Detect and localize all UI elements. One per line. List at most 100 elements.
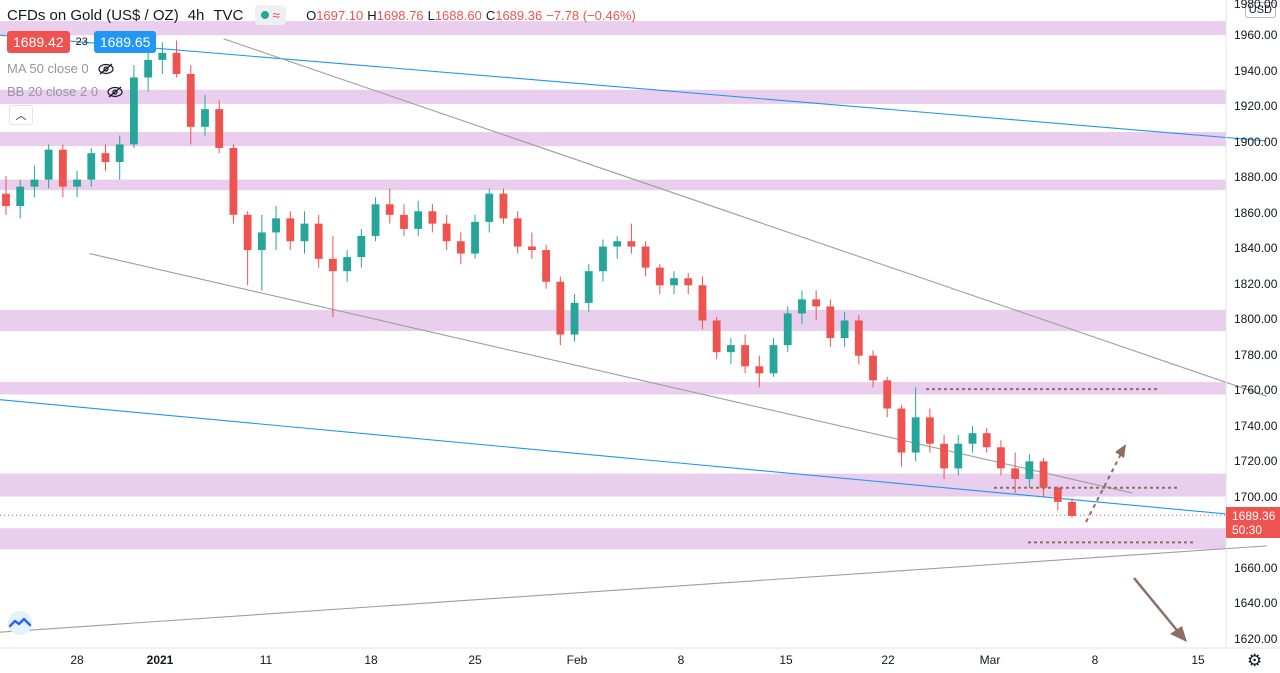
time-tick: 8 — [1091, 653, 1099, 667]
price-tick: 1980.00 — [1234, 0, 1278, 11]
time-tick: 2021 — [146, 653, 174, 667]
candle-body — [726, 345, 735, 353]
indicator-ma[interactable]: MA 50 close 0 — [7, 61, 115, 76]
candle-body — [343, 257, 352, 272]
candle-body — [428, 211, 437, 224]
candle-body — [442, 223, 451, 242]
candle-body — [698, 285, 707, 321]
price-tick: 1700.00 — [1234, 490, 1278, 504]
candle-body — [2, 193, 10, 207]
close-label: C — [485, 7, 496, 23]
open-value: 1697.10 — [316, 7, 364, 23]
trendline — [0, 34, 1267, 142]
candle-body — [44, 149, 53, 180]
low-label: L — [427, 7, 435, 23]
candle-body — [201, 109, 209, 127]
candle-body — [371, 204, 380, 236]
indicator-bb[interactable]: BB 20 close 2 0 — [7, 84, 124, 99]
candle-body — [87, 153, 96, 180]
candle-body — [812, 299, 821, 307]
support-resistance-zones — [0, 21, 1226, 550]
candle-body — [172, 52, 181, 74]
currency-label[interactable]: USD — [1244, 2, 1276, 18]
candle-body — [570, 302, 579, 335]
time-tick: Mar — [979, 653, 1001, 667]
sr-zone — [0, 179, 1226, 191]
time-tick: 22 — [881, 653, 895, 667]
candle-body — [186, 73, 195, 127]
sell-button[interactable]: 1689.42 — [7, 31, 70, 53]
candle-body — [783, 313, 792, 346]
time-tick: 15 — [1191, 653, 1205, 667]
market-status-pill[interactable]: ≈ — [255, 5, 287, 25]
candle-body — [229, 147, 238, 215]
candle-body — [257, 232, 266, 251]
candle-body — [101, 153, 110, 162]
settings-gear-icon[interactable]: ⚙ — [1247, 651, 1263, 670]
eye-hidden-icon[interactable] — [106, 86, 124, 98]
time-tick: 25 — [468, 653, 482, 667]
price-tick: 1960.00 — [1234, 28, 1278, 42]
candle-body — [215, 109, 224, 148]
candle-body — [1053, 487, 1062, 502]
candle-body — [883, 380, 892, 409]
candle-body — [798, 299, 806, 314]
high-value: 1698.76 — [376, 7, 424, 23]
high-label: H — [367, 7, 377, 23]
candle-body — [925, 417, 934, 444]
candle-body — [599, 246, 607, 272]
time-tick: Feb — [566, 653, 588, 667]
up-arrow-line — [1085, 451, 1123, 523]
last-price-label: 1689.36 50:30 — [1226, 507, 1280, 538]
timeframe[interactable]: 4h — [187, 6, 205, 24]
low-value: 1688.60 — [434, 7, 482, 23]
close-value: 1689.36 — [495, 7, 543, 23]
indicator-label: BB 20 close 2 0 — [7, 84, 99, 99]
candle-body — [670, 278, 678, 286]
candle-body — [485, 193, 494, 222]
candle-body — [499, 193, 508, 219]
candle-body — [456, 241, 465, 254]
candle-body — [314, 223, 323, 259]
market-open-icon — [261, 11, 270, 19]
indicator-label: MA 50 close 0 — [7, 61, 89, 76]
tradingview-logo[interactable] — [6, 611, 34, 635]
price-tick: 1780.00 — [1234, 348, 1278, 362]
candle-body — [712, 320, 721, 353]
candle-body — [73, 179, 81, 187]
price-tick: 1860.00 — [1234, 206, 1278, 220]
candle-body — [869, 355, 877, 381]
candle-body — [527, 246, 536, 251]
symbol-title[interactable]: CFDs on Gold (US$ / OZ) — [7, 6, 179, 24]
price-tick: 1940.00 — [1234, 64, 1278, 78]
time-tick: 28 — [70, 653, 84, 667]
buy-button[interactable]: 1689.65 — [93, 31, 157, 53]
sr-zone — [0, 528, 1226, 550]
candle-body — [954, 443, 963, 469]
candle-body — [414, 211, 423, 229]
candle-body — [982, 433, 991, 448]
candle-body — [385, 204, 394, 215]
candle-body — [328, 258, 337, 272]
candle-body — [286, 218, 295, 242]
ohlc-values: O1697.10 H1698.76 L1688.60 C1689.36 −7.7… — [306, 8, 636, 23]
trendline — [0, 545, 1267, 633]
candle-body — [300, 223, 309, 242]
candle-body — [769, 345, 778, 374]
candle-body — [826, 306, 835, 339]
price-tick: 1760.00 — [1234, 383, 1278, 397]
candle-body — [272, 218, 280, 233]
price-tick: 1740.00 — [1234, 419, 1278, 433]
trendline — [223, 38, 1267, 397]
candle-body — [513, 218, 522, 247]
candle-body — [542, 250, 551, 282]
eye-hidden-icon[interactable] — [97, 63, 115, 75]
approx-icon: ≈ — [272, 7, 281, 23]
chevron-up-icon: ︿ — [15, 110, 27, 122]
time-tick: 11 — [259, 653, 273, 667]
candle-body — [911, 417, 920, 453]
candlesticks — [2, 40, 1076, 518]
candle-body — [1025, 461, 1034, 479]
collapse-legend-button[interactable]: ︿ — [9, 105, 33, 125]
